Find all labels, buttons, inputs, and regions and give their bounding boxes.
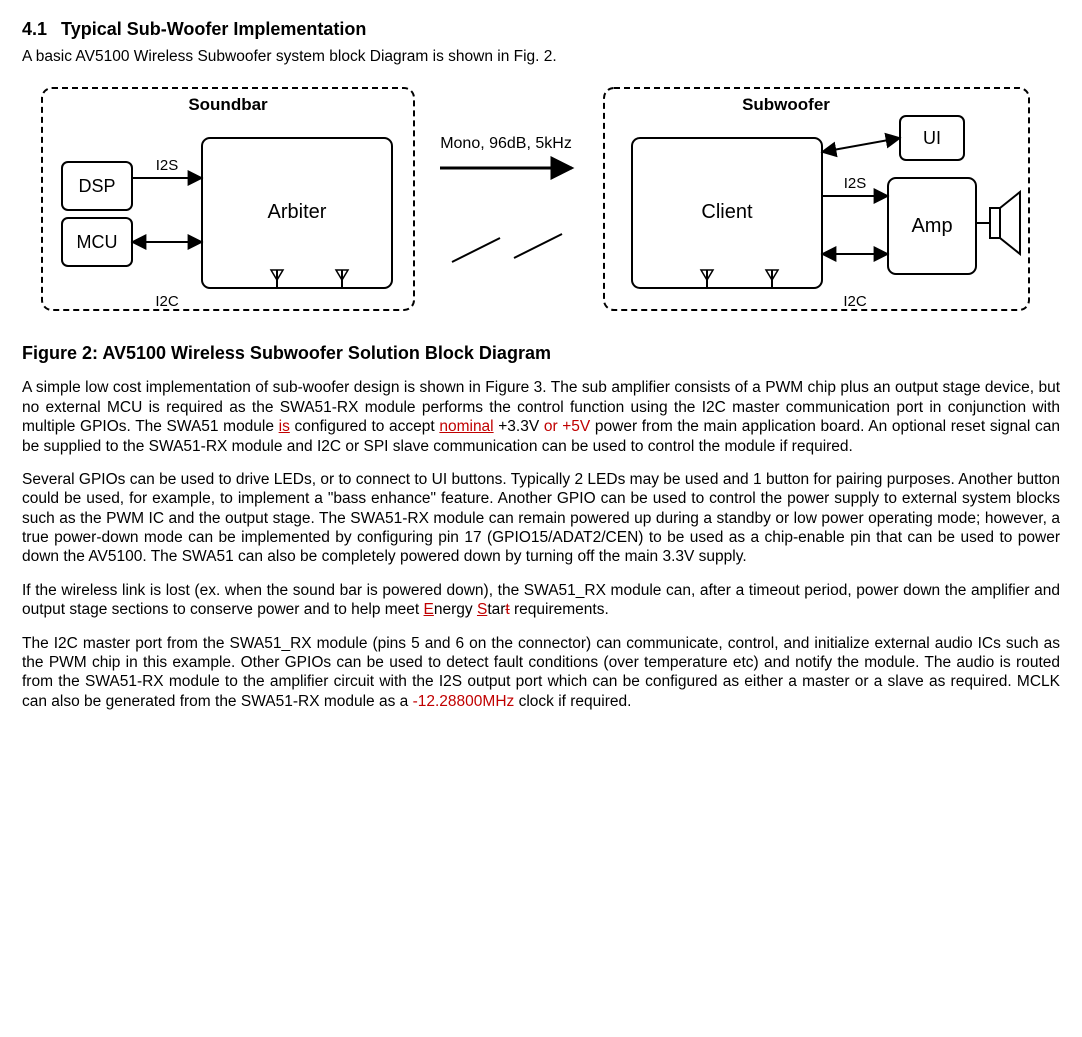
subwoofer-label: Subwoofer bbox=[742, 95, 830, 114]
i2c-label-1: I2C bbox=[155, 293, 179, 310]
text: nergy bbox=[434, 601, 477, 618]
paragraph-4: The I2C master port from the SWA51_RX mo… bbox=[22, 634, 1060, 712]
paragraph-3: If the wireless link is lost (ex. when t… bbox=[22, 581, 1060, 620]
block-diagram: Soundbar DSP MCU Arbiter I2S I2C Mono, 9… bbox=[22, 78, 1060, 328]
section-title: Typical Sub-Woofer Implementation bbox=[61, 19, 366, 39]
text: requirements. bbox=[510, 601, 609, 618]
i2s-label-2: I2S bbox=[844, 175, 867, 192]
text: +3.3V bbox=[494, 418, 544, 435]
dsp-label: DSP bbox=[78, 176, 115, 196]
revision-mark: S bbox=[477, 601, 487, 618]
revision-mark: or +5V bbox=[544, 418, 595, 435]
text: configured to accept bbox=[290, 418, 440, 435]
diagram-svg: Soundbar DSP MCU Arbiter I2S I2C Mono, 9… bbox=[22, 78, 1042, 328]
text: clock if required. bbox=[514, 693, 631, 710]
speaker-icon bbox=[1000, 192, 1020, 254]
speaker-icon bbox=[990, 208, 1000, 238]
ui-bus bbox=[822, 138, 900, 152]
figure-caption: Figure 2: AV5100 Wireless Subwoofer Solu… bbox=[22, 342, 1060, 365]
amp-label: Amp bbox=[911, 215, 952, 237]
arbiter-label: Arbiter bbox=[268, 201, 327, 223]
i2s-label-1: I2S bbox=[156, 157, 179, 174]
client-label: Client bbox=[701, 201, 753, 223]
wireless-link-icon bbox=[514, 234, 562, 258]
wireless-link-icon bbox=[452, 238, 500, 262]
mcu-label: MCU bbox=[77, 232, 118, 252]
ui-label: UI bbox=[923, 128, 941, 148]
paragraph-1: A simple low cost implementation of sub-… bbox=[22, 378, 1060, 456]
link-label: Mono, 96dB, 5kHz bbox=[440, 135, 572, 152]
section-number: 4.1 bbox=[22, 18, 47, 41]
revision-mark: nominal bbox=[439, 418, 493, 435]
revision-mark: -12.28800MHz bbox=[413, 693, 515, 710]
i2c-label-2: I2C bbox=[843, 293, 867, 310]
intro-paragraph: A basic AV5100 Wireless Subwoofer system… bbox=[22, 47, 1060, 66]
soundbar-label: Soundbar bbox=[188, 95, 268, 114]
revision-mark: E bbox=[424, 601, 434, 618]
paragraph-2: Several GPIOs can be used to drive LEDs,… bbox=[22, 470, 1060, 567]
text: tar bbox=[487, 601, 505, 618]
revision-mark: is bbox=[279, 418, 290, 435]
section-heading: 4.1 Typical Sub-Woofer Implementation bbox=[22, 18, 1060, 41]
